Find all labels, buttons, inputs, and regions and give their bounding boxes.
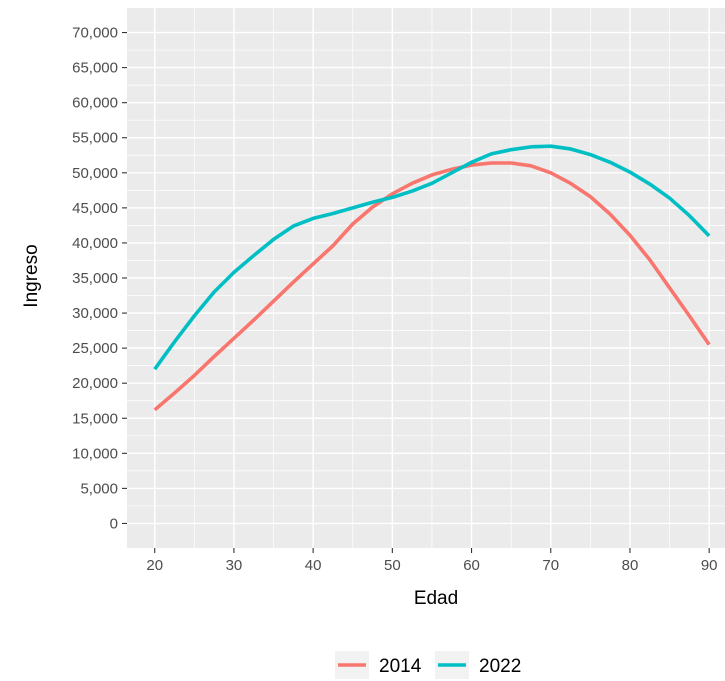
x-axis-title: Edad: [414, 588, 458, 609]
x-tick-label: 70: [542, 557, 559, 574]
x-tick-label: 90: [701, 557, 718, 574]
series-line-2014: [153, 161, 711, 412]
y-tick-label: 30,000: [72, 305, 118, 322]
y-tick-label: 35,000: [72, 270, 118, 287]
series-line-2022: [153, 144, 711, 371]
y-tick-label: 70,000: [72, 25, 118, 42]
minor-gridlines: [127, 8, 725, 548]
x-tick-label: 30: [226, 557, 243, 574]
x-tick-label: 60: [463, 557, 480, 574]
y-tick-label: 50,000: [72, 165, 118, 182]
x-tick-label: 80: [622, 557, 639, 574]
legend-label: 2022: [479, 656, 521, 677]
y-tick-label: 60,000: [72, 95, 118, 112]
major-gridlines: [127, 8, 725, 548]
x-axis: 20 30 40 50 60 70 80 90: [146, 548, 718, 574]
legend-label: 2014: [379, 656, 422, 677]
legend: 2014 2022: [335, 651, 521, 679]
x-tick-label: 20: [146, 557, 163, 574]
y-tick-label: 40,000: [72, 235, 118, 252]
y-tick-label: 15,000: [72, 410, 118, 427]
y-axis-title: Ingreso: [21, 244, 42, 307]
y-tick-label: 0: [110, 515, 118, 532]
x-tick-label: 50: [384, 557, 401, 574]
y-tick-label: 10,000: [72, 445, 118, 462]
x-tick-label: 40: [305, 557, 322, 574]
y-axis: 0 5,000 10,000 15,000 20,000 25,000 30,000 35,0…: [72, 25, 127, 532]
y-tick-label: 45,000: [72, 200, 118, 217]
y-tick-label: 25,000: [72, 340, 118, 357]
y-tick-label: 55,000: [72, 130, 118, 147]
y-tick-label: 65,000: [72, 60, 118, 77]
y-tick-label: 5,000: [80, 480, 118, 497]
series-layer: [153, 144, 711, 412]
y-tick-label: 20,000: [72, 375, 118, 392]
